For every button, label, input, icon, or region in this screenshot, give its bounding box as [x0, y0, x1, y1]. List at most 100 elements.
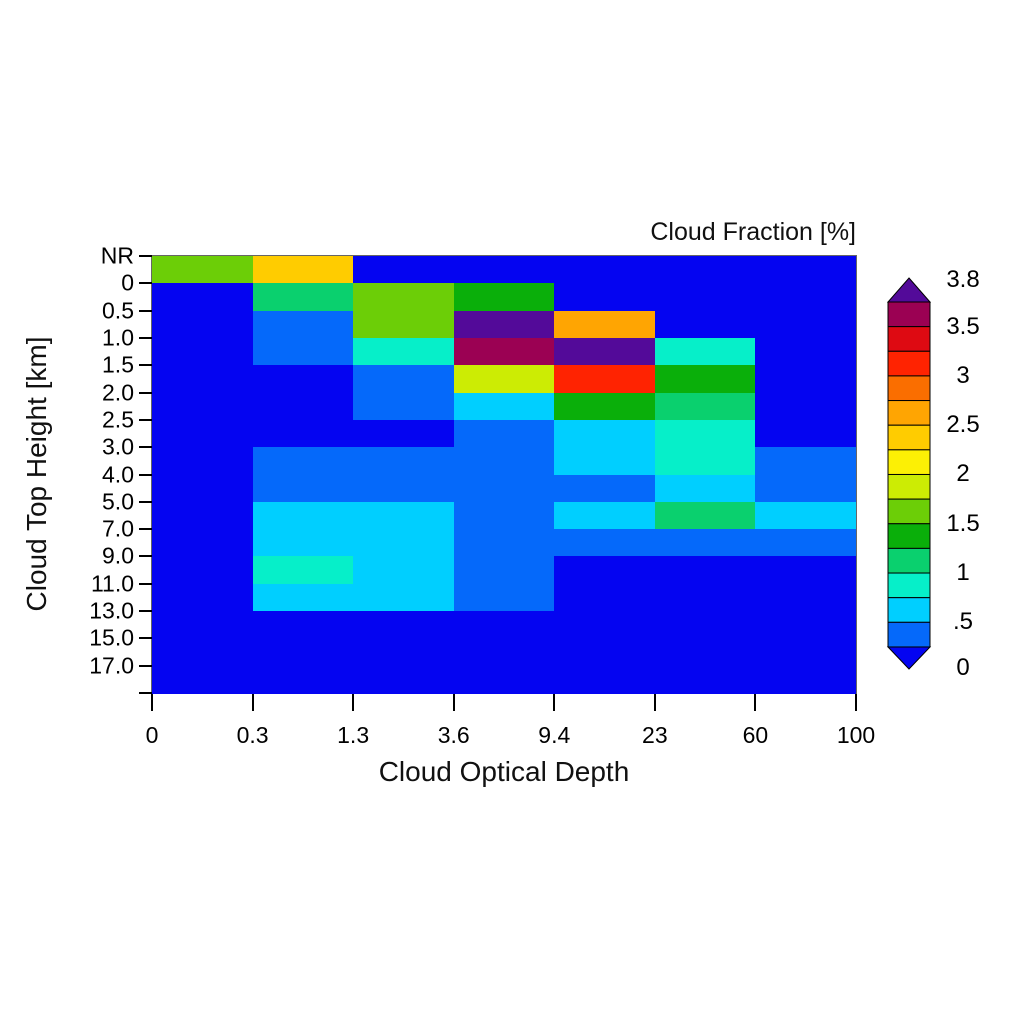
- heatmap-plot: [151, 255, 857, 694]
- heatmap-cell: [353, 337, 455, 366]
- heatmap-cell: [252, 638, 354, 667]
- y-tick-mark: [139, 309, 152, 312]
- colorbar-label: 3.8: [946, 266, 980, 293]
- x-tick-mark: [452, 694, 455, 711]
- x-tick-label: 0.3: [236, 722, 269, 748]
- heatmap-cell: [453, 310, 555, 339]
- y-tick-mark: [139, 664, 152, 667]
- heatmap-cell: [453, 501, 555, 530]
- heatmap-cell: [252, 611, 354, 639]
- y-tick-label: 1.5: [102, 351, 134, 378]
- heatmap-cell: [654, 310, 756, 339]
- heatmap-cell: [152, 501, 254, 530]
- y-tick-label: 11.0: [90, 570, 134, 597]
- y-tick-label: NR: [100, 242, 134, 269]
- heatmap-cell: [453, 474, 555, 503]
- heatmap-cell: [755, 392, 857, 421]
- heatmap-cell: [252, 256, 354, 284]
- heatmap-cell: [252, 337, 354, 366]
- heatmap-cell: [654, 583, 756, 612]
- y-tick-label: 5.0: [102, 488, 134, 515]
- y-tick-mark: [139, 473, 152, 476]
- heatmap-cell: [554, 256, 656, 284]
- x-tick-label: 60: [742, 722, 769, 748]
- y-tick-mark: [139, 692, 152, 694]
- y-tick-label: 7.0: [102, 515, 134, 542]
- colorbar-label: 1.5: [946, 509, 980, 537]
- heatmap-cell: [252, 310, 354, 339]
- heatmap-cell: [353, 310, 455, 339]
- heatmap-cell: [554, 447, 656, 475]
- heatmap-cell: [654, 337, 756, 366]
- heatmap-cell: [755, 337, 857, 366]
- heatmap-cell: [654, 611, 756, 639]
- heatmap-cell: [252, 556, 354, 585]
- x-tick-label: 0: [145, 722, 159, 748]
- heatmap-cell: [755, 474, 857, 503]
- x-tick-mark: [553, 694, 556, 711]
- heatmap-cell: [554, 611, 656, 639]
- y-tick-label: 9.0: [102, 542, 134, 569]
- heatmap-cell: [654, 556, 756, 585]
- colorbar-label: 3.5: [946, 312, 980, 340]
- colorbar-scale: [886, 277, 932, 670]
- heatmap-cell: [353, 474, 455, 503]
- x-tick-mark: [653, 694, 656, 711]
- y-tick-label: 0: [121, 269, 134, 296]
- heatmap-cell: [353, 447, 455, 475]
- y-tick-label: 2.5: [102, 406, 134, 433]
- heatmap-cell: [252, 501, 354, 530]
- x-tick-mark: [754, 694, 757, 711]
- heatmap-cell: [755, 501, 857, 530]
- y-tick-label: 4.0: [102, 461, 134, 487]
- heatmap-cell: [654, 365, 756, 394]
- y-tick-mark: [139, 446, 152, 449]
- heatmap-cell: [252, 474, 354, 503]
- heatmap-cell: [453, 419, 555, 448]
- heatmap-cell: [554, 419, 656, 448]
- y-tick-mark: [139, 528, 152, 531]
- heatmap-cell: [252, 529, 354, 557]
- y-tick-mark: [139, 391, 152, 394]
- heatmap-cell: [353, 392, 455, 421]
- heatmap-cell: [554, 283, 656, 312]
- heatmap-cell: [353, 665, 455, 694]
- heatmap-cell: [152, 337, 254, 366]
- heatmap-cell: [654, 256, 756, 284]
- y-tick-label: 17.0: [89, 652, 134, 679]
- heatmap-cell: [152, 447, 254, 475]
- heatmap-cell: [453, 392, 555, 421]
- heatmap-cell: [554, 501, 656, 530]
- x-tick-label: 9.4: [538, 722, 571, 748]
- y-tick-label: 15.0: [89, 624, 134, 651]
- heatmap-cell: [453, 256, 555, 284]
- y-tick-mark: [139, 255, 152, 257]
- heatmap-cell: [654, 283, 756, 312]
- y-tick-mark: [139, 610, 152, 613]
- x-tick-mark: [855, 694, 857, 711]
- heatmap-cell: [152, 256, 254, 284]
- heatmap-cell: [453, 583, 555, 612]
- heatmap-cell: [152, 583, 254, 612]
- y-tick-label: 0.5: [102, 297, 134, 324]
- heatmap-cell: [755, 638, 857, 667]
- heatmap-cell: [152, 665, 254, 694]
- heatmap-cell: [654, 529, 756, 557]
- heatmap-cell: [353, 583, 455, 612]
- heatmap-cell: [554, 337, 656, 366]
- heatmap-cell: [453, 556, 555, 585]
- heatmap-cell: [252, 392, 354, 421]
- heatmap-cell: [252, 447, 354, 475]
- x-tick-mark: [251, 694, 254, 711]
- heatmap-cell: [453, 638, 555, 667]
- y-tick-mark: [139, 637, 152, 640]
- x-tick-label: 23: [642, 722, 668, 748]
- x-tick-mark: [151, 694, 153, 711]
- heatmap-cell: [755, 556, 857, 585]
- y-tick-mark: [139, 336, 152, 339]
- heatmap-cell: [353, 529, 455, 557]
- heatmap-cell: [353, 611, 455, 639]
- heatmap-cell: [453, 529, 555, 557]
- heatmap-cell: [453, 447, 555, 475]
